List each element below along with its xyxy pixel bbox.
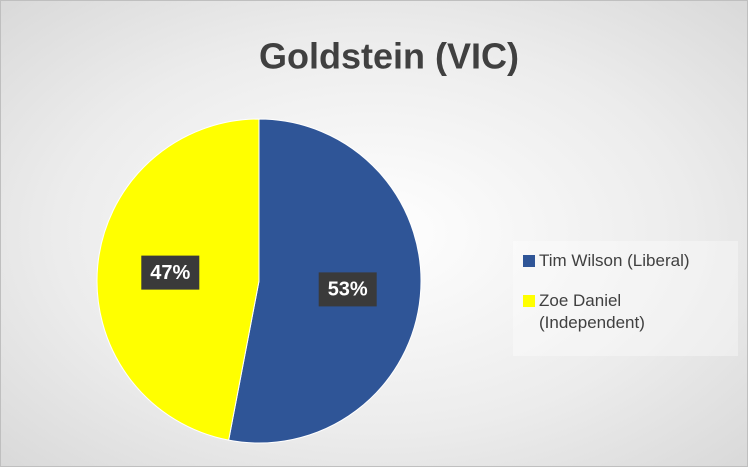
legend-swatch bbox=[523, 255, 535, 267]
legend-swatch bbox=[523, 295, 535, 307]
data-label-box bbox=[141, 255, 200, 290]
legend-label: Tim Wilson (Liberal) bbox=[539, 251, 690, 270]
legend: Tim Wilson (Liberal) Zoe Daniel (Independ… bbox=[513, 241, 738, 356]
data-label: 47% bbox=[150, 262, 190, 284]
legend-item: Tim Wilson (Liberal) bbox=[523, 250, 733, 272]
data-label-box bbox=[318, 272, 377, 307]
legend-label: Zoe Daniel (Independent) bbox=[539, 291, 645, 332]
chart-title: Goldstein (VIC) bbox=[259, 36, 519, 77]
legend-item: Zoe Daniel (Independent) bbox=[523, 290, 733, 334]
data-label: 53% bbox=[328, 279, 368, 301]
